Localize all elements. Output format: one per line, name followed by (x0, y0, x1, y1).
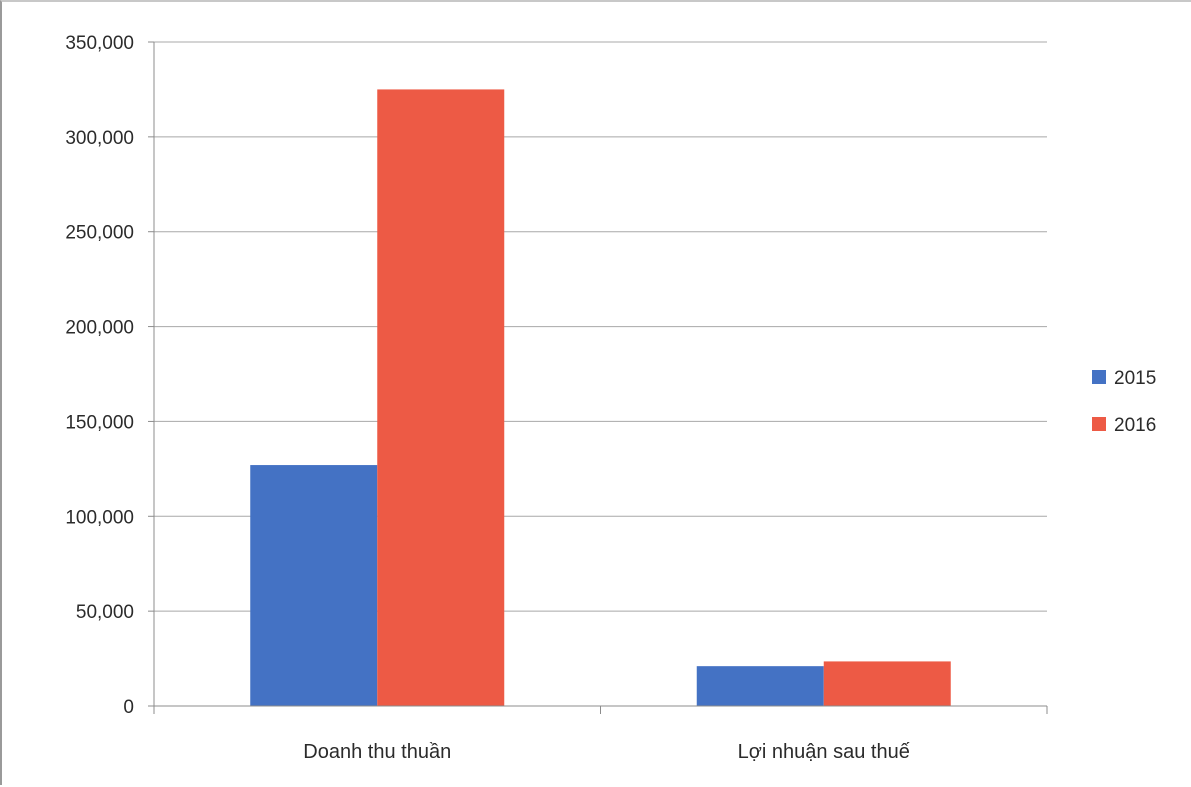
legend-label: 2015 (1114, 368, 1156, 389)
x-category-label: Doanh thu thuần (303, 741, 451, 763)
x-category-label: Lợi nhuận sau thuế (738, 741, 910, 763)
y-tick-label: 150,000 (65, 412, 134, 433)
y-axis-ticks: 0 50,000 100,000 150,000 200,000 250,000 300,0… (65, 33, 134, 718)
bar-2015-0 (250, 465, 378, 706)
bar-2016-1 (823, 661, 951, 706)
axes (148, 41, 1048, 714)
x-axis-labels: Doanh thu thuần Lợi nhuận sau thuế (303, 741, 910, 763)
legend-swatch-2016 (1092, 417, 1106, 431)
y-tick-label: 50,000 (76, 602, 134, 623)
bar-2016-0 (377, 89, 505, 706)
bars (250, 89, 951, 706)
y-tick-label: 300,000 (65, 128, 134, 149)
legend-swatch-2015 (1092, 370, 1106, 384)
y-tick-label: 100,000 (65, 507, 134, 528)
y-tick-label: 250,000 (65, 223, 134, 244)
bar-2015-1 (696, 666, 824, 706)
y-tick-label: 350,000 (65, 33, 134, 54)
legend: 2015 2016 (1092, 368, 1156, 436)
y-tick-label: 0 (123, 697, 134, 718)
y-tick-label: 200,000 (65, 318, 134, 339)
legend-label: 2016 (1114, 415, 1156, 436)
